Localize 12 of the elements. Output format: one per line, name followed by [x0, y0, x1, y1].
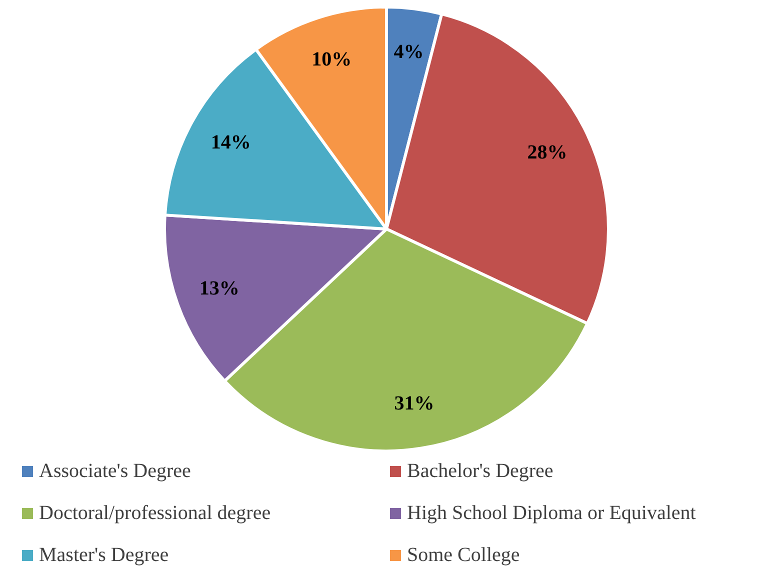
legend-label: Bachelor's Degree: [407, 460, 554, 482]
data-label: 13%: [199, 277, 240, 300]
legend-label: Some College: [407, 544, 520, 566]
data-label: 31%: [394, 392, 434, 415]
data-label: 4%: [394, 40, 424, 63]
legend-label: Master's Degree: [39, 544, 169, 566]
data-label: 14%: [210, 132, 251, 154]
legend-label: High School Diploma or Equivalent: [407, 502, 696, 524]
legend-label: Associate's Degree: [39, 460, 191, 482]
data-label: 28%: [527, 142, 568, 164]
legend-label: Doctoral/professional degree: [39, 502, 271, 524]
data-label: 10%: [312, 48, 352, 70]
